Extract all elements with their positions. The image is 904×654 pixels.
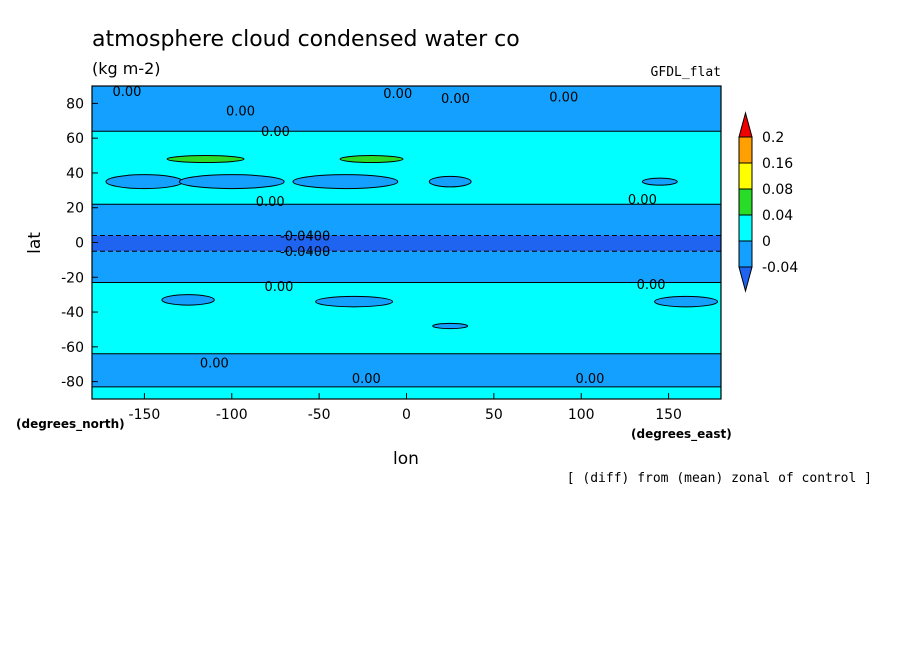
contour-labels: 0.00 0.00 0.00 0.00 0.00 0.00 0.00 0.00 -0.0400-…: [112, 85, 665, 387]
zonal-bands: [92, 86, 721, 399]
y-tick-label: 60: [66, 131, 84, 147]
band-5: [92, 204, 721, 236]
contour-label-8: -0.0400: [280, 230, 330, 245]
colorbar-label: 0.04: [762, 208, 793, 224]
model-label: GFDL_flat: [651, 65, 721, 80]
colorbar-segment: [738, 136, 753, 164]
band-3: [92, 251, 721, 283]
contour-label-14: 0.00: [575, 372, 604, 387]
x-tick-label: 50: [485, 407, 503, 423]
contour-label-3: 0.00: [383, 87, 412, 102]
patch-9: [432, 322, 469, 330]
patch-10: [654, 295, 719, 308]
footnote: [ (diff) from (mean) zonal of control ]: [567, 471, 872, 486]
band-1: [92, 353, 721, 387]
contour-label-13: 0.00: [352, 372, 381, 387]
contour-label-4: 0.00: [441, 92, 470, 107]
y-axis-units: (degrees_north): [16, 417, 125, 432]
colorbar-label: -0.04: [762, 260, 798, 276]
colorbar-label: 0.16: [762, 156, 793, 172]
y-tick-label: -20: [61, 270, 84, 286]
contour-label-6: 0.00: [256, 195, 285, 210]
colorbar-label: 0.08: [762, 182, 793, 198]
x-tick-label: 150: [655, 407, 682, 423]
y-axis-label: lat: [25, 232, 45, 254]
band-6: [92, 131, 721, 205]
chart-title: atmosphere cloud condensed water co: [92, 27, 520, 52]
contour-label-12: 0.00: [200, 356, 229, 371]
patch-3: [428, 175, 472, 188]
contour-label-7: 0.00: [628, 193, 657, 208]
patch-5: [166, 155, 245, 164]
band-2: [92, 282, 721, 354]
y-tick-label: 0: [75, 236, 84, 252]
y-tick-label: -60: [61, 340, 84, 356]
y-tick-label: 40: [66, 166, 84, 182]
patch-6: [339, 155, 404, 164]
colorbar-segment: [738, 188, 753, 216]
x-tick-label: -150: [129, 407, 161, 423]
contour-label-11: 0.00: [637, 278, 666, 293]
contour-label-2: 0.00: [261, 125, 290, 140]
colorbar-label: 0.2: [762, 130, 784, 146]
x-tick-label: 0: [402, 407, 411, 423]
contour-label-1: 0.00: [226, 104, 255, 119]
plot-area: [92, 86, 721, 399]
colorbar-label: 0: [762, 234, 771, 250]
patch-8: [315, 295, 394, 308]
band-edges: [92, 130, 721, 388]
colorbar-segment: [738, 162, 753, 190]
x-axis-units: (degrees_east): [631, 427, 732, 442]
colorbar-bottom-triangle: [738, 266, 753, 293]
contour-label-10: 0.00: [264, 280, 293, 295]
patches: [105, 155, 719, 330]
y-tick-label: 80: [66, 96, 84, 112]
colorbar-segment: [738, 214, 753, 242]
colorbar-top-triangle: [738, 111, 753, 138]
x-tick-label: -100: [216, 407, 248, 423]
contour-label-9: -0.0400: [280, 245, 330, 260]
band-7: [92, 86, 721, 132]
y-axis-ticks: -80 -60 -40 -20 0 20 40 60 80: [61, 96, 98, 391]
band-4: [92, 235, 721, 252]
x-tick-label: -50: [308, 407, 331, 423]
patch-0: [105, 174, 184, 190]
chart-units: (kg m-2): [92, 59, 161, 78]
patch-7: [161, 294, 215, 306]
y-tick-label: 20: [66, 201, 84, 217]
patch-1: [178, 174, 285, 190]
x-tick-label: 100: [568, 407, 595, 423]
contour-label-0: 0.00: [112, 85, 141, 100]
colorbar: 0.2 0.16 0.08 0.04 0 -0.04: [738, 111, 798, 293]
x-axis-label: lon: [393, 449, 419, 469]
y-tick-label: -40: [61, 305, 84, 321]
patch-4: [641, 177, 678, 186]
x-axis-ticks: -150 -100 -50 0 50 100 150: [129, 393, 682, 423]
band-0: [92, 386, 721, 399]
colorbar-segment: [738, 240, 753, 268]
contour-label-5: 0.00: [549, 90, 578, 105]
patch-2: [292, 174, 399, 190]
y-tick-label: -80: [61, 375, 84, 391]
